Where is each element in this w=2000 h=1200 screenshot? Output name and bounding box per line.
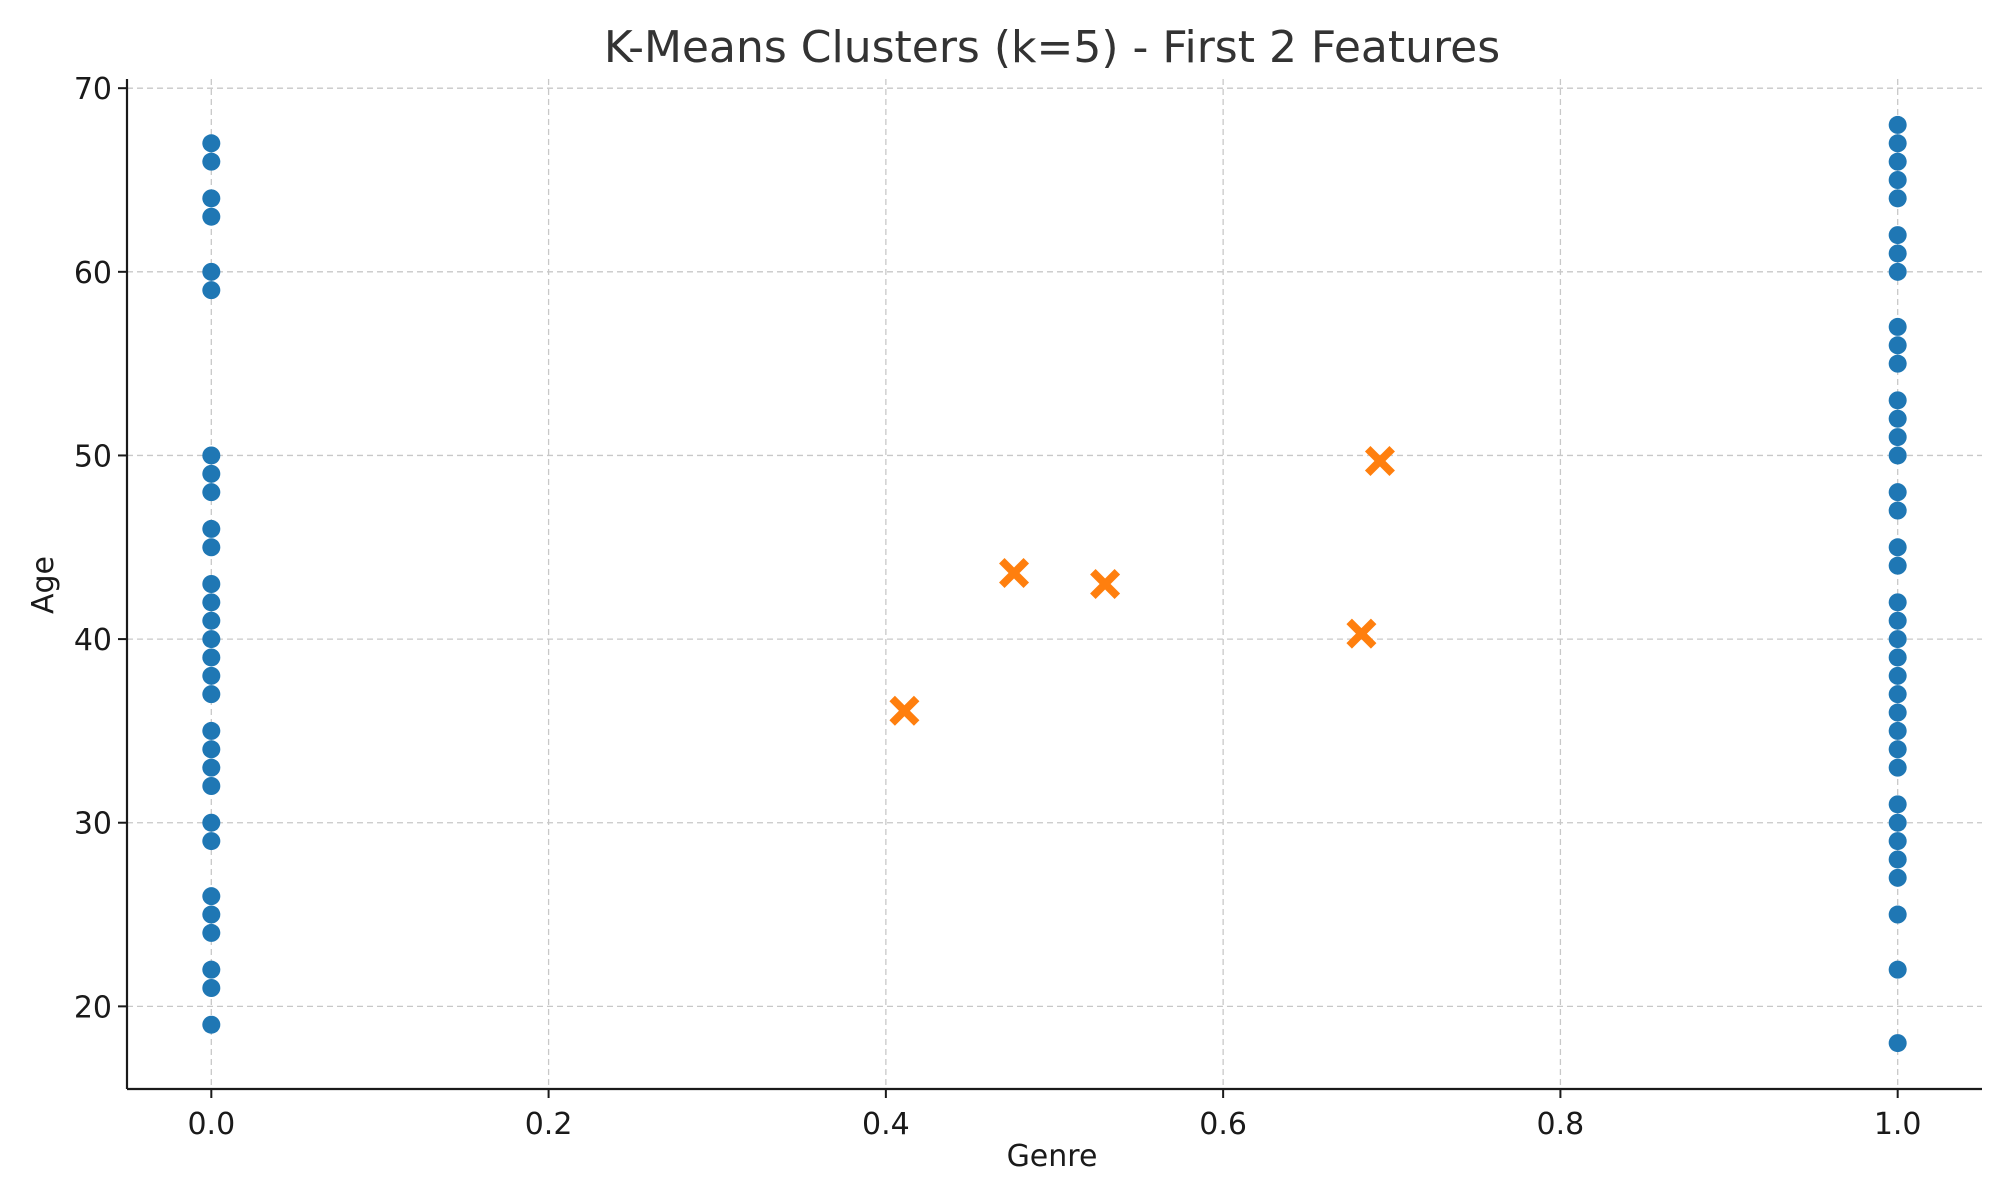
data-point [202, 923, 221, 942]
data-point [1888, 171, 1907, 189]
x-axis-label: Genre [1007, 1139, 1098, 1174]
data-point [202, 152, 221, 171]
centroid-marker [1364, 445, 1395, 476]
data-point [1888, 648, 1907, 667]
centroid-marker [1346, 618, 1377, 649]
x-tick-label: 1.0 [1874, 1107, 1922, 1142]
data-point [1888, 226, 1907, 245]
data-point [202, 611, 221, 630]
data-point [1888, 428, 1907, 447]
data-point [202, 979, 221, 997]
data-point [1888, 905, 1907, 924]
data-point [202, 887, 221, 906]
grid [127, 79, 1982, 1089]
data-point [202, 446, 221, 465]
data-point [202, 666, 221, 685]
data-point [1888, 703, 1907, 722]
y-tick-label: 70 [74, 72, 112, 107]
data-point [1888, 446, 1907, 465]
y-axis-ticks: 20 30 40 50 60 70 [74, 72, 127, 1025]
data-point [202, 630, 221, 649]
data-point [1888, 721, 1907, 740]
data-point [1888, 1034, 1907, 1053]
data-point [1888, 758, 1907, 777]
centroid-marker [999, 557, 1030, 588]
data-point [202, 905, 221, 924]
data-point [202, 189, 221, 208]
data-point [202, 813, 221, 832]
y-tick-label: 30 [74, 807, 112, 842]
centroid-marker [1090, 569, 1121, 599]
data-point [202, 483, 221, 502]
x-tick-label: 0.0 [187, 1107, 235, 1142]
data-point [1888, 152, 1907, 171]
data-point [1888, 868, 1907, 887]
data-point [202, 832, 221, 851]
data-point [1888, 960, 1907, 979]
data-point [1888, 611, 1907, 630]
data-point [1888, 336, 1907, 355]
data-point [202, 538, 221, 557]
data-point [1888, 630, 1907, 649]
data-point [1888, 483, 1907, 502]
data-point [202, 464, 221, 483]
data-point [1888, 813, 1907, 832]
data-point [202, 685, 221, 704]
data-point [1888, 832, 1907, 851]
y-tick-label: 20 [74, 990, 112, 1025]
data-point [202, 777, 221, 795]
y-tick-label: 60 [74, 256, 112, 291]
data-point [202, 648, 221, 667]
data-point [202, 207, 221, 226]
data-point [202, 740, 221, 759]
chart-title: K-Means Clusters (k=5) - First 2 Feature… [604, 22, 1500, 73]
data-point [202, 281, 221, 300]
data-point [1888, 556, 1907, 575]
axes-frame [125, 79, 1982, 1091]
data-point [202, 593, 221, 612]
x-tick-label: 0.4 [862, 1107, 910, 1142]
data-point [1888, 262, 1907, 281]
centroid-marker [889, 695, 920, 726]
data-points [202, 115, 1907, 1053]
data-point [1888, 409, 1907, 428]
data-point [202, 134, 221, 153]
x-tick-label: 0.2 [525, 1107, 573, 1142]
data-point [202, 960, 221, 979]
y-tick-label: 50 [74, 439, 112, 474]
data-point [1888, 795, 1907, 814]
data-point [1888, 850, 1907, 869]
data-point [1888, 115, 1907, 134]
data-point [202, 758, 221, 777]
data-point [202, 1015, 221, 1034]
data-point [1888, 391, 1907, 410]
data-point [202, 721, 221, 740]
data-point [1888, 666, 1907, 685]
centroid-markers [889, 445, 1395, 726]
data-point [1888, 134, 1907, 153]
data-point [1888, 685, 1907, 704]
y-tick-label: 40 [74, 623, 112, 658]
x-tick-label: 0.8 [1537, 1107, 1585, 1142]
data-point [1888, 593, 1907, 612]
data-point [202, 262, 221, 281]
data-point [1888, 317, 1907, 336]
data-point [1888, 244, 1907, 263]
data-point [1888, 354, 1907, 373]
data-point [1888, 501, 1907, 520]
y-axis-label: Age [26, 556, 61, 614]
data-point [202, 575, 221, 593]
x-tick-label: 0.6 [1199, 1107, 1247, 1142]
data-point [202, 519, 221, 538]
data-point [1888, 740, 1907, 759]
data-point [1888, 538, 1907, 557]
x-axis-ticks: 0.0 0.2 0.4 0.6 0.8 1.0 [187, 1089, 1922, 1142]
data-point [1888, 189, 1907, 208]
